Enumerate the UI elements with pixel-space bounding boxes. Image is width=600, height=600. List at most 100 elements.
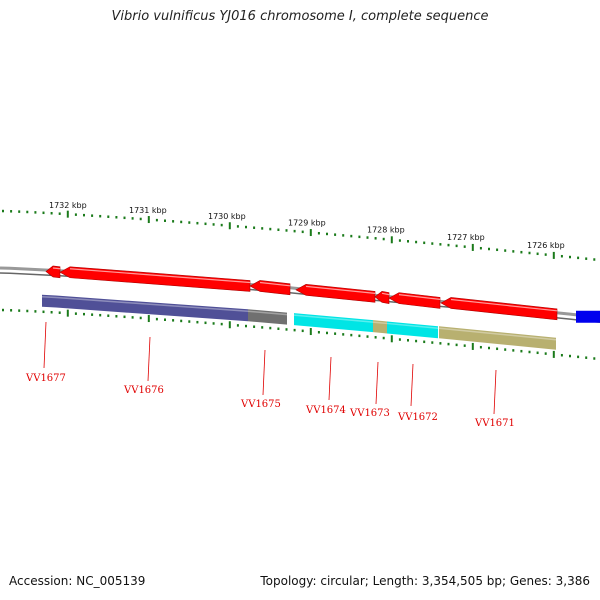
tick-mark: [423, 340, 426, 344]
cog-segment: [373, 320, 387, 334]
tick-mark: [415, 339, 418, 343]
accession-text: Accession: NC_005139: [9, 574, 146, 588]
tick-mark: [569, 354, 571, 358]
tick-mark: [358, 235, 361, 239]
tick-mark: [334, 332, 337, 335]
tick-mark: [577, 355, 580, 359]
tick-mark: [261, 326, 264, 329]
outer-tick-ring: [2, 209, 596, 261]
gene-label: VV1674: [305, 405, 346, 416]
tick-mark: [374, 336, 377, 339]
tick-mark: [10, 309, 13, 312]
tick-mark: [342, 234, 345, 237]
tick-mark: [83, 312, 85, 316]
tick-mark: [350, 333, 353, 337]
cog-segment: [387, 321, 438, 339]
tick-label: 1726 kbp: [527, 241, 565, 250]
tick-mark: [455, 244, 458, 248]
tick-label: 1729 kbp: [288, 219, 326, 228]
cog-segment: [248, 309, 287, 325]
tick-mark: [512, 250, 515, 253]
tick-mark: [66, 210, 69, 218]
tick-mark: [91, 214, 94, 217]
cog-segment: [56, 295, 248, 322]
gene-arrow: [249, 280, 291, 296]
tick-mark: [50, 211, 53, 215]
tick-mark: [488, 346, 490, 350]
gene-arrow-highlight: [52, 267, 61, 270]
cog-segment: [439, 326, 556, 350]
tick-mark: [253, 325, 256, 328]
tick-mark: [91, 313, 94, 316]
tick-mark: [447, 342, 450, 346]
tick-mark: [212, 223, 215, 226]
tick-mark: [123, 216, 126, 220]
tick-mark: [544, 352, 547, 355]
tick-mark: [334, 233, 337, 236]
tick-mark: [382, 336, 385, 340]
tick-mark: [439, 342, 442, 345]
tick-mark: [277, 228, 280, 232]
tick-label: 1731 kbp: [129, 206, 167, 215]
tick-mark: [407, 339, 409, 342]
tick-mark: [504, 249, 507, 252]
tick-mark: [326, 331, 328, 335]
tick-mark: [66, 309, 69, 317]
tick-label: 1732 kbp: [49, 201, 87, 210]
cog-segment-highlight: [41, 296, 57, 299]
tick-mark: [74, 312, 77, 315]
tick-mark: [552, 350, 555, 358]
label-leaders: [43, 321, 497, 415]
tick-mark: [2, 209, 4, 213]
tick-mark: [382, 237, 385, 241]
gene-arrow-highlight: [381, 292, 390, 296]
inner-tick-ring: [2, 308, 596, 360]
tick-mark: [99, 313, 102, 317]
tick-mark: [390, 335, 393, 343]
gene-arrow-highlight: [305, 285, 376, 294]
tick-mark: [180, 220, 183, 224]
tick-mark: [18, 309, 21, 312]
cog-segment: [294, 313, 373, 333]
gene-arrow: [374, 291, 390, 304]
tick-mark: [253, 226, 256, 229]
tick-mark: [10, 210, 13, 213]
label-leader-line: [43, 321, 47, 369]
tick-mark: [496, 347, 499, 351]
tick-mark: [415, 240, 418, 244]
tick-mark: [431, 242, 434, 245]
tick-mark: [196, 320, 199, 324]
tick-mark: [463, 344, 466, 347]
gene-label: VV1675: [240, 399, 281, 410]
tick-mark: [277, 327, 280, 331]
gene-label: VV1672: [397, 412, 438, 423]
tick-mark: [220, 223, 223, 227]
tick-mark: [131, 316, 134, 319]
tick-mark: [164, 219, 166, 222]
tick-mark: [196, 221, 199, 225]
tick-mark: [220, 322, 223, 326]
label-leader-line: [375, 361, 379, 405]
tick-mark: [560, 353, 563, 357]
tick-mark: [228, 222, 231, 230]
tick-mark: [488, 247, 490, 251]
tick-mark: [293, 229, 296, 233]
tick-mark: [504, 348, 507, 351]
label-leader-line: [493, 369, 497, 415]
tick-label: 1730 kbp: [208, 212, 246, 221]
cog-segment-highlight: [55, 296, 249, 313]
cog-segment-highlight: [293, 314, 374, 323]
tick-mark: [172, 319, 175, 322]
tick-mark: [293, 328, 296, 332]
tick-mark: [83, 213, 85, 217]
tick-mark: [26, 309, 29, 313]
tick-mark: [212, 322, 215, 325]
tick-mark: [107, 314, 110, 317]
tick-mark: [577, 256, 580, 260]
tick-mark: [115, 315, 118, 318]
tick-labels: 1732 kbp 1731 kbp 1730 kbp 1729 kbp 1728 kbp…: [49, 201, 565, 250]
cog-segment: [42, 294, 56, 308]
tick-mark: [147, 216, 150, 224]
tick-mark: [358, 334, 361, 338]
cog-segment-highlight: [372, 321, 388, 325]
